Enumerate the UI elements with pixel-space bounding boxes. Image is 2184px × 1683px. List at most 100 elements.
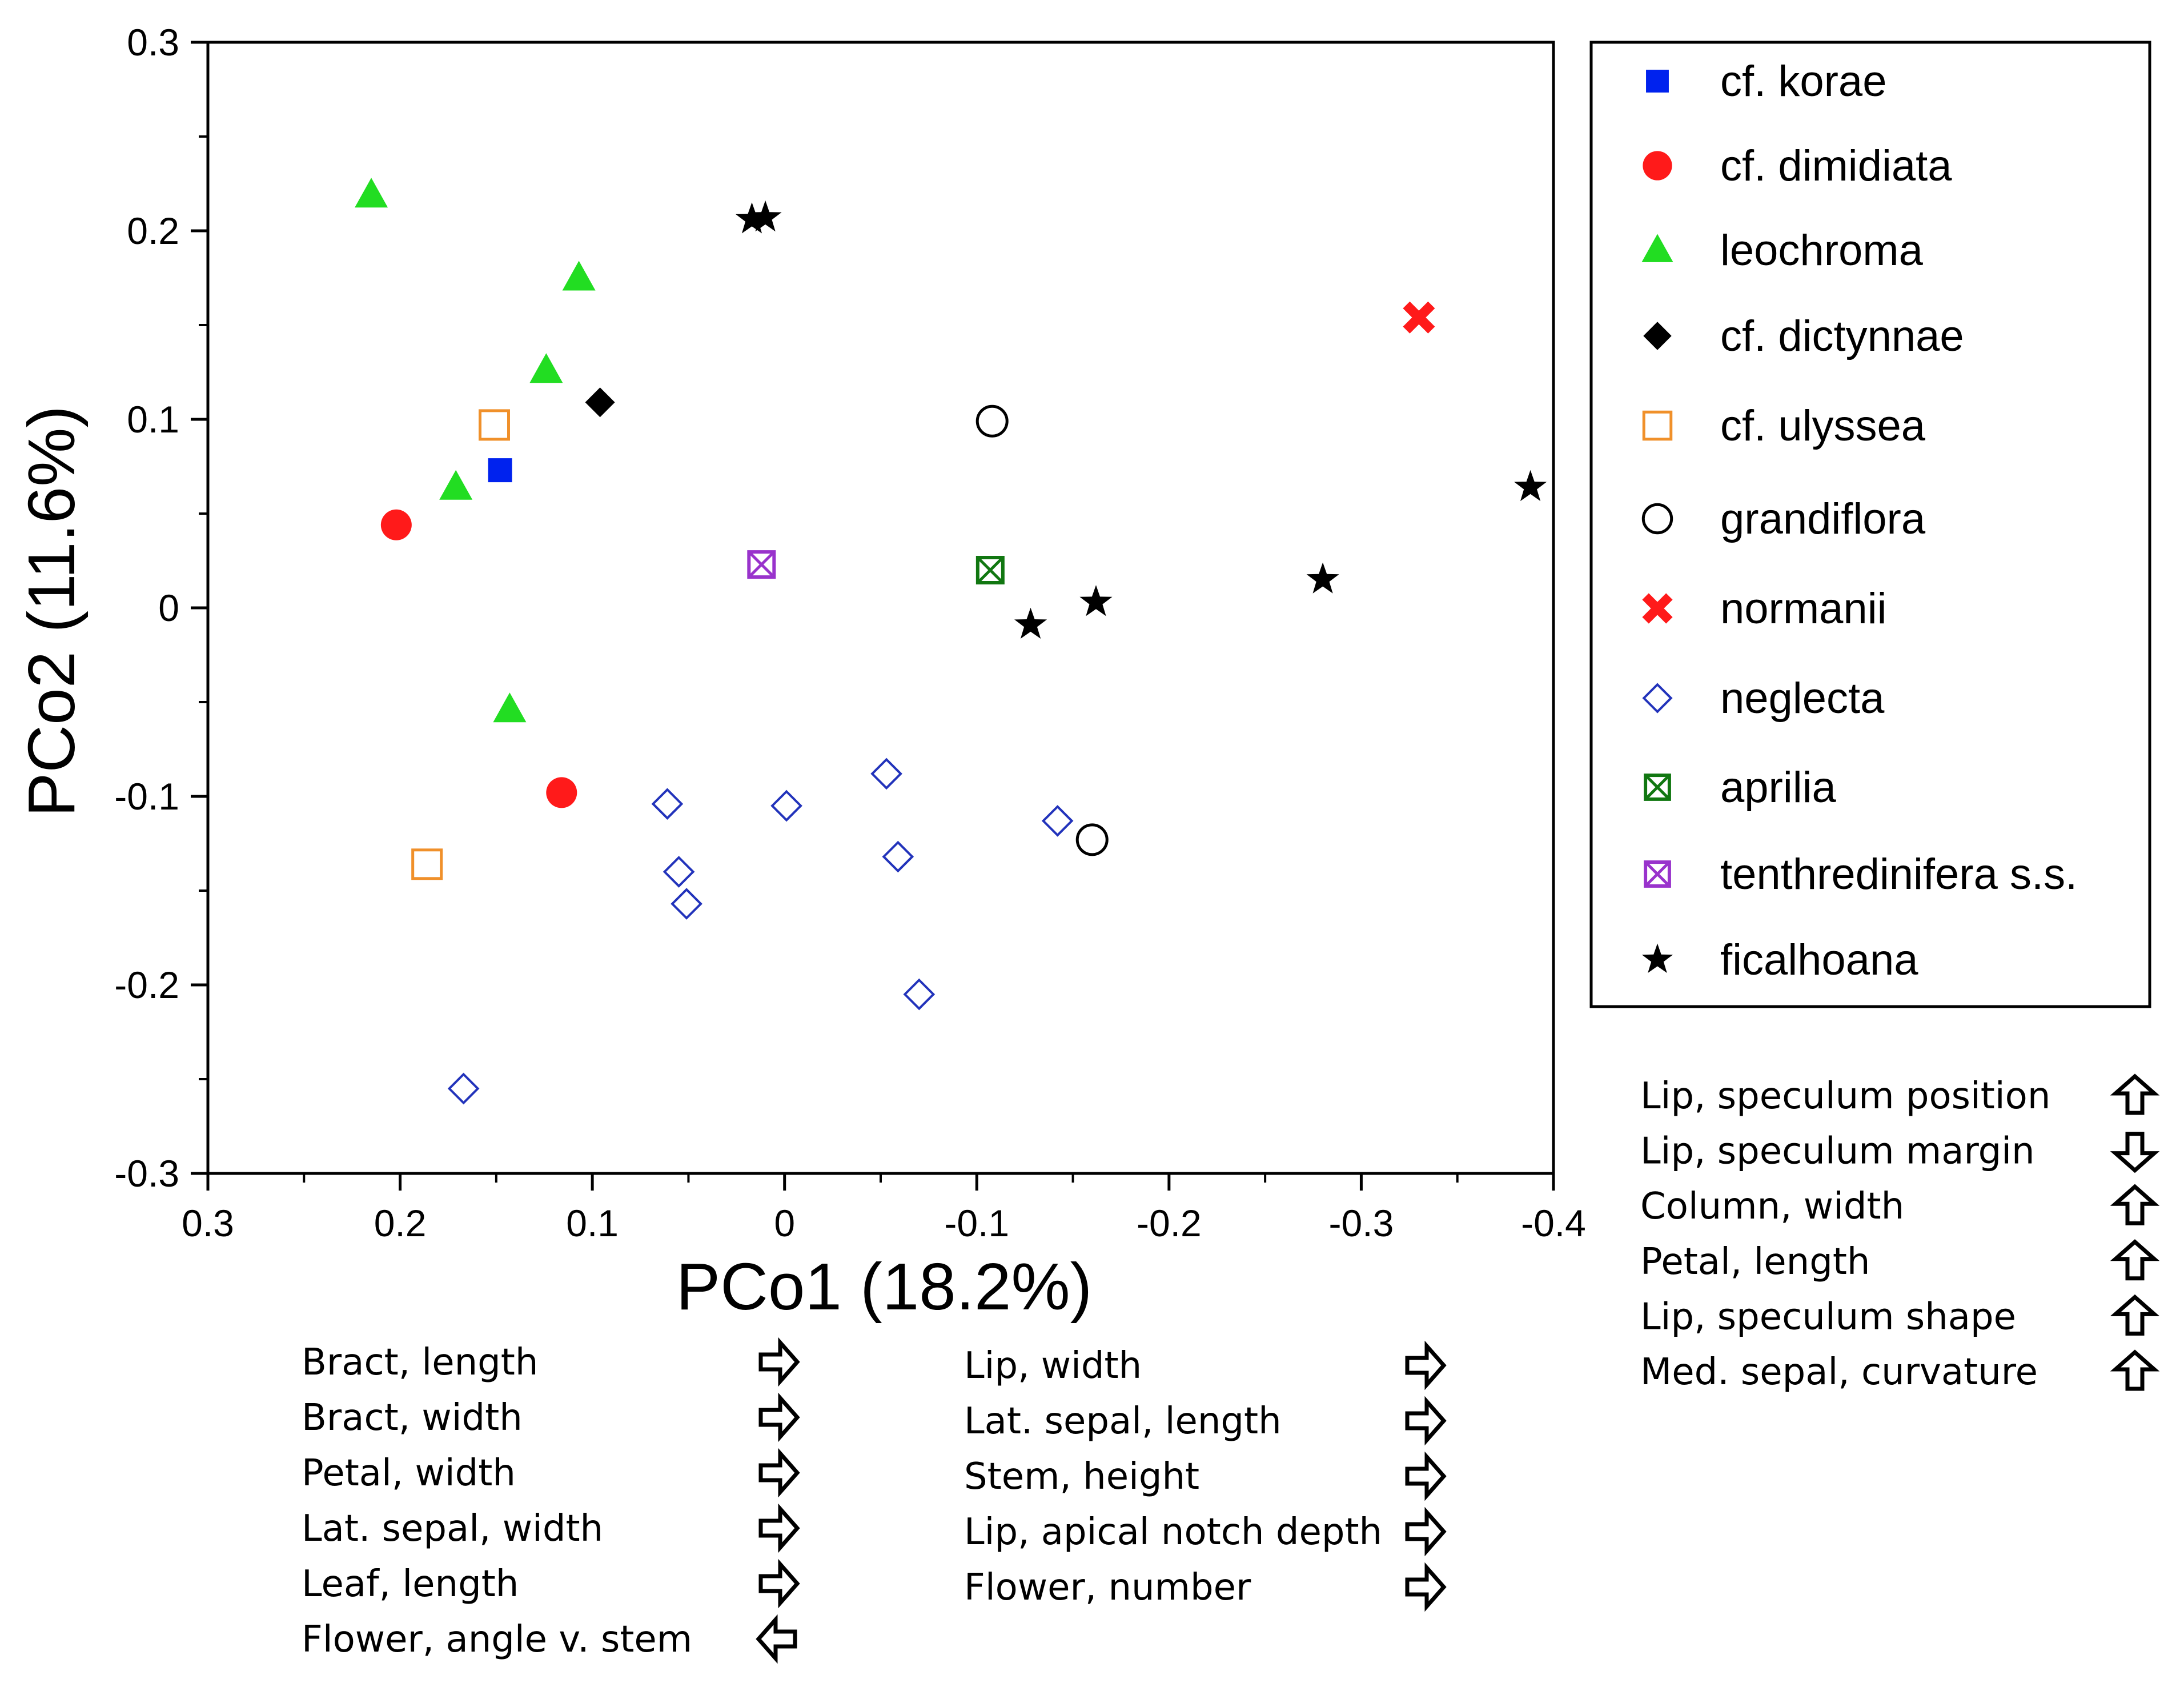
legend-entry: cf. dimidiata bbox=[1643, 142, 1952, 190]
legend-label: ficalhoana bbox=[1720, 936, 1918, 984]
legend-marker bbox=[1646, 70, 1669, 93]
variable-loadings: Lip, speculum position Lip, speculum marg… bbox=[302, 1073, 2160, 1664]
data-point bbox=[546, 777, 577, 808]
y-tick-label: 0.1 bbox=[127, 398, 179, 440]
variable-label: Lat. sepal, length bbox=[964, 1400, 1282, 1442]
y-tick-label: -0.3 bbox=[114, 1152, 179, 1195]
x-axis-title: PCo1 (18.2%) bbox=[676, 1249, 1093, 1324]
plot-frame bbox=[206, 41, 1555, 1175]
data-point bbox=[749, 200, 782, 232]
arrow-left-icon bbox=[756, 1614, 797, 1664]
data-point bbox=[736, 202, 768, 234]
data-point bbox=[1041, 805, 1074, 837]
legend-entry: aprilia bbox=[1644, 763, 1836, 812]
y-tick-label: 0.2 bbox=[127, 210, 179, 252]
legend-entry: tenthredinifera s.s. bbox=[1644, 850, 2077, 899]
variable-label: Leaf, length bbox=[302, 1563, 519, 1605]
data-point bbox=[671, 888, 702, 920]
data-point bbox=[411, 848, 443, 880]
legend: cf. korae cf. dimidiata leochroma cf. dicty… bbox=[1589, 41, 2151, 1008]
data-points bbox=[355, 178, 1547, 1105]
legend-label: cf. dimidiata bbox=[1720, 142, 1952, 190]
data-point bbox=[1075, 823, 1109, 856]
variable-row: Lat. sepal, width bbox=[302, 1503, 800, 1553]
variable-group-horizontal-right: Lip, width Lat. sepal, length Stem, height… bbox=[964, 1340, 1447, 1612]
arrow-up-icon bbox=[2110, 1184, 2160, 1225]
x-tick-label: 0.1 bbox=[566, 1202, 619, 1244]
legend-frame bbox=[1589, 41, 2151, 1008]
y-tick-label: 0.3 bbox=[127, 21, 179, 63]
variable-label: Lip, speculum shape bbox=[1640, 1296, 2016, 1338]
legend-entry: grandiflora bbox=[1641, 495, 1926, 543]
x-tick-label: -0.4 bbox=[1521, 1202, 1586, 1244]
arrow-up-icon bbox=[2110, 1294, 2160, 1336]
legend-entry: neglecta bbox=[1642, 674, 1885, 723]
data-point bbox=[585, 387, 615, 418]
legend-entry: cf. korae bbox=[1646, 57, 1886, 106]
data-point bbox=[478, 409, 510, 441]
legend-marker bbox=[1644, 774, 1671, 801]
y-axis-title: PCo2 (11.6%) bbox=[14, 406, 89, 817]
y-tick-label: -0.2 bbox=[114, 964, 179, 1006]
plot-area bbox=[206, 41, 1555, 1175]
variable-group-horizontal-left: Bract, length Bract, width Petal, width Lat… bbox=[302, 1337, 800, 1664]
arrow-right-icon bbox=[758, 1558, 800, 1609]
y-tick-label: -0.1 bbox=[114, 775, 179, 818]
legend-marker bbox=[1643, 322, 1672, 350]
legend-entry: cf. dictynnae bbox=[1643, 312, 1964, 360]
variable-row: Stem, height bbox=[964, 1451, 1447, 1501]
variable-row: Lip, speculum margin bbox=[1640, 1131, 2160, 1173]
data-point bbox=[562, 261, 596, 291]
variable-row: Lip, apical notch depth bbox=[964, 1506, 1447, 1557]
arrow-right-icon bbox=[1405, 1396, 1447, 1446]
variable-row: Petal, width bbox=[302, 1448, 800, 1498]
arrow-right-icon bbox=[1405, 1451, 1447, 1501]
axis-ticks: 0.3 0.2 0.1 0 -0.1 -0.2 -0.3 -0.4 0.3 0.2 0.1 0 -0.1… bbox=[114, 21, 1586, 1244]
variable-row: Column, width bbox=[1640, 1184, 2160, 1228]
legend-label: leochroma bbox=[1720, 226, 1924, 275]
variable-row: Lip, speculum shape bbox=[1640, 1294, 2160, 1338]
x-tick-label: 0 bbox=[774, 1202, 795, 1244]
variable-row: Lip, speculum position bbox=[1640, 1073, 2160, 1117]
legend-marker bbox=[1642, 593, 1673, 624]
data-point bbox=[529, 353, 563, 383]
x-tick-label: -0.1 bbox=[944, 1202, 1009, 1244]
variable-label: Flower, number bbox=[964, 1566, 1251, 1609]
arrow-up-icon bbox=[2110, 1073, 2160, 1115]
variable-row: Flower, number bbox=[964, 1562, 1447, 1612]
data-point bbox=[870, 758, 902, 790]
legend-label: cf. korae bbox=[1720, 57, 1886, 106]
data-point bbox=[355, 178, 388, 208]
y-tick-label: 0 bbox=[158, 587, 179, 629]
legend-label: normanii bbox=[1720, 584, 1886, 633]
variable-label: Lip, apical notch depth bbox=[964, 1511, 1382, 1553]
variable-group-vertical: Lip, speculum position Lip, speculum marg… bbox=[1640, 1073, 2160, 1393]
arrow-up-icon bbox=[2110, 1239, 2160, 1281]
data-point bbox=[1514, 470, 1547, 502]
data-point bbox=[380, 509, 412, 540]
variable-row: Bract, width bbox=[302, 1392, 800, 1442]
arrow-right-icon bbox=[758, 1337, 800, 1387]
arrow-right-icon bbox=[1405, 1506, 1447, 1557]
data-point bbox=[663, 856, 695, 888]
data-point bbox=[770, 790, 802, 822]
data-point bbox=[903, 978, 936, 1011]
variable-label: Lip, speculum margin bbox=[1640, 1131, 2035, 1173]
variable-row: Leaf, length bbox=[302, 1558, 800, 1609]
arrow-right-icon bbox=[1405, 1340, 1447, 1391]
legend-marker bbox=[1641, 503, 1673, 535]
variable-row: Petal, length bbox=[1640, 1239, 2160, 1283]
arrow-right-icon bbox=[758, 1448, 800, 1498]
variable-label: Petal, width bbox=[302, 1452, 516, 1494]
legend-entry: cf. ulyssea bbox=[1642, 402, 1926, 450]
x-tick-label: -0.2 bbox=[1137, 1202, 1202, 1244]
legend-label: grandiflora bbox=[1720, 495, 1926, 543]
arrow-right-icon bbox=[758, 1503, 800, 1553]
legend-label: tenthredinifera s.s. bbox=[1720, 850, 2077, 899]
legend-entry: leochroma bbox=[1641, 226, 1924, 275]
variable-label: Med. sepal, curvature bbox=[1640, 1351, 2038, 1393]
variable-row: Flower, angle v. stem bbox=[302, 1614, 797, 1664]
legend-label: cf. dictynnae bbox=[1720, 312, 1964, 360]
variable-label: Flower, angle v. stem bbox=[302, 1618, 692, 1661]
